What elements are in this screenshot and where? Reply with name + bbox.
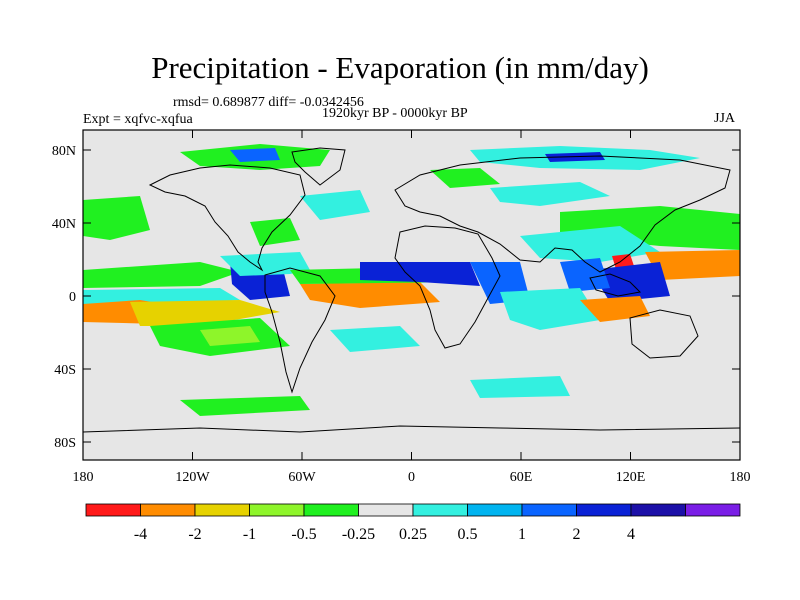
lon-label-60e: 60E xyxy=(510,470,533,485)
colorbar-label: -4 xyxy=(134,526,147,543)
colorbar-swatch xyxy=(194,503,250,517)
colorbar-label: 2 xyxy=(573,526,581,543)
coastline-eurasia xyxy=(394,155,731,273)
colorbar-label: 4 xyxy=(627,526,635,543)
longitude-axis xyxy=(82,130,741,460)
coastlines xyxy=(83,147,740,433)
anomaly-region-s-pacific-lightgreen xyxy=(200,326,260,346)
coastline-south-america xyxy=(264,267,336,394)
coastline-africa xyxy=(394,225,501,349)
colorbar-swatch xyxy=(358,503,414,517)
anomaly-region-w-africa-blue xyxy=(360,262,480,286)
anomaly-region-n-europe-green xyxy=(430,168,500,188)
colorbar-label: -2 xyxy=(188,526,201,543)
anomaly-region-n-america-green xyxy=(250,218,300,246)
colorbar-swatch xyxy=(303,503,359,517)
map-title: Precipitation - Evaporation (in mm/day) xyxy=(151,50,649,85)
anomaly-region-trop-atlantic-orange xyxy=(300,282,440,308)
coastline-north-america xyxy=(148,164,306,272)
season-label: JJA xyxy=(714,111,736,126)
lat-label-40n: 40N xyxy=(52,217,76,232)
colorbar-swatch xyxy=(521,503,577,517)
lat-label-40s: 40S xyxy=(54,363,76,378)
colorbar-swatch xyxy=(467,503,523,517)
colorbar-swatch xyxy=(685,503,741,517)
lat-label-80s: 80S xyxy=(54,436,76,451)
anomaly-region-southern-ocean-cyan xyxy=(470,376,570,398)
latitude-axis xyxy=(83,149,740,443)
colorbar-swatch xyxy=(412,503,468,517)
anomaly-field xyxy=(83,144,740,416)
lon-label-60w: 60W xyxy=(288,470,316,485)
colorbar-label: 0.5 xyxy=(458,526,478,543)
anomaly-region-trop-pacific-green xyxy=(83,262,240,288)
anomaly-region-asia-monsoon-cyan xyxy=(520,226,660,262)
anomaly-region-c-america-cyan xyxy=(220,252,310,276)
colorbar-labels: -4 -2 -1 -0.5 -0.25 0.25 0.5 1 2 4 xyxy=(134,526,635,543)
anomaly-region-s-pacific-yellow xyxy=(130,300,280,326)
anomaly-region-indian-ocean-cyan xyxy=(500,288,600,330)
lon-label-180w: 180 xyxy=(73,470,94,485)
period-label: 1920kyr BP - 0000kyr BP xyxy=(322,106,468,121)
colorbar-swatch xyxy=(85,503,141,517)
colorbar-label: 1 xyxy=(518,526,526,543)
anomaly-region-n-atlantic-cyan xyxy=(300,190,370,220)
experiment-label: Expt = xqfvc-xqfua xyxy=(83,112,193,127)
coastline-indonesia xyxy=(589,273,642,297)
coastline-greenland xyxy=(291,147,346,186)
anomaly-region-n-asia-cyan xyxy=(490,182,610,206)
anomaly-region-se-asia-blue xyxy=(560,258,610,292)
colorbar-swatch xyxy=(630,503,686,517)
anomaly-region-southern-ocean-green xyxy=(180,396,310,416)
coastline-australia xyxy=(629,309,699,359)
lon-label-0: 0 xyxy=(408,470,415,485)
anomaly-region-indian-ocean-orange xyxy=(580,296,650,322)
lon-label-120e: 120E xyxy=(616,470,646,485)
anomaly-region-s-atlantic-cyan xyxy=(330,326,420,352)
rmsd-diff-stats: rmsd= 0.689877 diff= -0.0342456 xyxy=(173,95,364,110)
colorbar-label: -0.5 xyxy=(291,526,316,543)
anomaly-region-n-pacific-green xyxy=(83,196,150,240)
anomaly-region-w-pacific-orange xyxy=(645,250,740,280)
colorbar-label: 0.25 xyxy=(399,526,427,543)
lon-label-120w: 120W xyxy=(175,470,210,485)
coastline-antarctica xyxy=(83,425,740,433)
lon-label-180e: 180 xyxy=(730,470,751,485)
anomaly-region-greenland-blue xyxy=(230,148,280,162)
colorbar-label: -0.25 xyxy=(342,526,375,543)
colorbar-swatch xyxy=(576,503,632,517)
colorbar-label: -1 xyxy=(243,526,256,543)
colorbar xyxy=(85,503,741,517)
colorbar-swatch xyxy=(249,503,305,517)
lat-label-80n: 80N xyxy=(52,144,76,159)
lat-label-0: 0 xyxy=(69,290,76,305)
colorbar-swatch xyxy=(140,503,196,517)
